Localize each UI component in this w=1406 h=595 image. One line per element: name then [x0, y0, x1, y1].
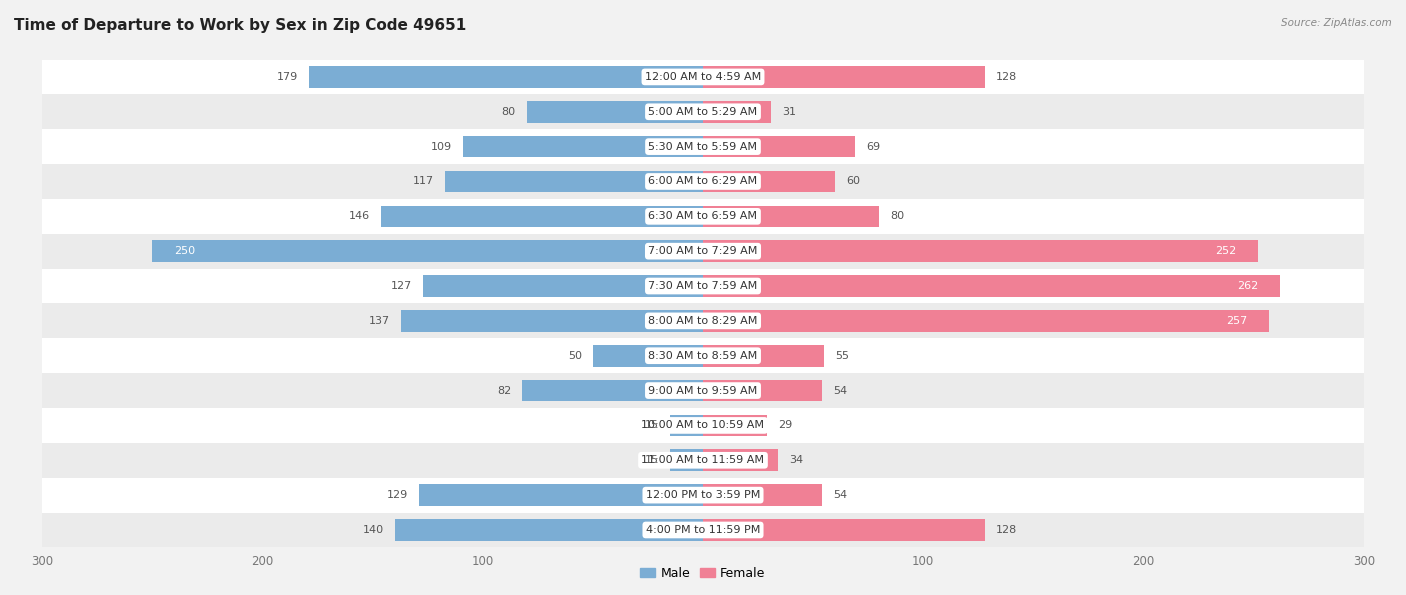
Bar	[42, 373, 1364, 408]
Text: 6:00 AM to 6:29 AM: 6:00 AM to 6:29 AM	[648, 177, 758, 186]
Text: 29: 29	[778, 421, 792, 430]
Text: 5:30 AM to 5:59 AM: 5:30 AM to 5:59 AM	[648, 142, 758, 152]
Bar	[669, 415, 703, 436]
Text: 4:00 PM to 11:59 PM: 4:00 PM to 11:59 PM	[645, 525, 761, 535]
Bar	[152, 240, 703, 262]
Text: 50: 50	[568, 350, 582, 361]
Bar	[42, 95, 1364, 129]
Text: 11:00 AM to 11:59 AM: 11:00 AM to 11:59 AM	[641, 455, 765, 465]
Text: 10:00 AM to 10:59 AM: 10:00 AM to 10:59 AM	[641, 421, 765, 430]
Bar	[703, 275, 1279, 297]
Bar	[42, 60, 1364, 95]
Text: 9:00 AM to 9:59 AM: 9:00 AM to 9:59 AM	[648, 386, 758, 396]
Text: 117: 117	[413, 177, 434, 186]
Text: 262: 262	[1237, 281, 1258, 291]
Text: 137: 137	[370, 316, 391, 326]
Text: 82: 82	[498, 386, 512, 396]
Bar	[703, 101, 772, 123]
Text: 54: 54	[832, 386, 846, 396]
Bar	[42, 199, 1364, 234]
Text: 8:30 AM to 8:59 AM: 8:30 AM to 8:59 AM	[648, 350, 758, 361]
Bar	[42, 129, 1364, 164]
Text: 7:00 AM to 7:29 AM: 7:00 AM to 7:29 AM	[648, 246, 758, 256]
Bar	[703, 310, 1270, 331]
Text: 252: 252	[1215, 246, 1236, 256]
Text: 179: 179	[277, 72, 298, 82]
Text: 6:30 AM to 6:59 AM: 6:30 AM to 6:59 AM	[648, 211, 758, 221]
Text: 140: 140	[363, 525, 384, 535]
Text: 55: 55	[835, 350, 849, 361]
Text: 109: 109	[430, 142, 451, 152]
Text: 69: 69	[866, 142, 880, 152]
Bar	[523, 380, 703, 402]
Bar	[42, 234, 1364, 268]
Bar	[703, 519, 986, 541]
Bar	[703, 171, 835, 192]
Bar	[703, 415, 766, 436]
Text: 127: 127	[391, 281, 412, 291]
Bar	[593, 345, 703, 367]
Text: 15: 15	[645, 421, 659, 430]
Text: 12:00 PM to 3:59 PM: 12:00 PM to 3:59 PM	[645, 490, 761, 500]
Bar	[703, 66, 986, 87]
Text: 7:30 AM to 7:59 AM: 7:30 AM to 7:59 AM	[648, 281, 758, 291]
Bar	[703, 484, 823, 506]
Bar	[395, 519, 703, 541]
Bar	[419, 484, 703, 506]
Bar	[703, 205, 879, 227]
Bar	[381, 205, 703, 227]
Bar	[42, 164, 1364, 199]
Bar	[401, 310, 703, 331]
Bar	[42, 303, 1364, 339]
Bar	[703, 380, 823, 402]
Text: 5:00 AM to 5:29 AM: 5:00 AM to 5:29 AM	[648, 107, 758, 117]
Bar	[669, 449, 703, 471]
Bar	[703, 240, 1258, 262]
Text: 146: 146	[349, 211, 370, 221]
Text: 34: 34	[789, 455, 803, 465]
Text: 257: 257	[1226, 316, 1247, 326]
Bar	[42, 512, 1364, 547]
Bar	[42, 339, 1364, 373]
Bar	[446, 171, 703, 192]
Bar	[703, 449, 778, 471]
Text: 129: 129	[387, 490, 408, 500]
Bar	[309, 66, 703, 87]
Text: 60: 60	[846, 177, 860, 186]
Bar	[703, 136, 855, 158]
Bar	[463, 136, 703, 158]
Bar	[42, 268, 1364, 303]
Text: 128: 128	[995, 525, 1017, 535]
Text: 80: 80	[502, 107, 516, 117]
Bar	[42, 478, 1364, 512]
Text: 12:00 AM to 4:59 AM: 12:00 AM to 4:59 AM	[645, 72, 761, 82]
Text: Source: ZipAtlas.com: Source: ZipAtlas.com	[1281, 18, 1392, 28]
Bar	[527, 101, 703, 123]
Legend: Male, Female: Male, Female	[636, 562, 770, 585]
Bar	[423, 275, 703, 297]
Text: 80: 80	[890, 211, 904, 221]
Bar	[42, 443, 1364, 478]
Text: 31: 31	[782, 107, 796, 117]
Bar	[42, 408, 1364, 443]
Text: Time of Departure to Work by Sex in Zip Code 49651: Time of Departure to Work by Sex in Zip …	[14, 18, 467, 33]
Text: 15: 15	[645, 455, 659, 465]
Text: 128: 128	[995, 72, 1017, 82]
Text: 250: 250	[174, 246, 195, 256]
Text: 54: 54	[832, 490, 846, 500]
Text: 8:00 AM to 8:29 AM: 8:00 AM to 8:29 AM	[648, 316, 758, 326]
Bar	[703, 345, 824, 367]
